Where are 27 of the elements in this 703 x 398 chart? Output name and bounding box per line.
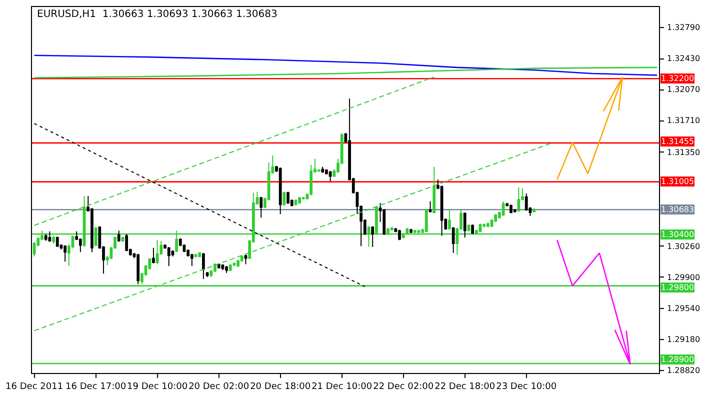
ref-line-label: 1.30683 (661, 205, 694, 214)
y-tick-label: 1.31350 (667, 148, 700, 157)
x-tick-label: 20 Dec 02:00 (188, 382, 250, 392)
x-tick-label: 22 Dec 02:00 (373, 382, 434, 392)
ref-line-label: 1.29800 (661, 283, 694, 292)
x-tick-label: 22 Dec 18:00 (434, 382, 496, 392)
ref-line-label: 1.32200 (661, 74, 694, 83)
y-tick-label: 1.32790 (667, 23, 700, 32)
ref-line-label: 1.31455 (661, 137, 694, 146)
x-tick-label: 20 Dec 18:00 (250, 382, 311, 392)
ref-line-label: 1.28900 (661, 355, 694, 364)
ref-line-label: 1.30400 (661, 230, 694, 239)
y-tick-label: 1.29540 (667, 304, 700, 313)
x-tick-label: 16 Dec 17:00 (66, 382, 126, 392)
ref-line-label: 1.31005 (661, 177, 694, 186)
y-tick-label: 1.31710 (667, 116, 700, 125)
x-tick-label: 23 Dec 10:00 (496, 382, 557, 392)
y-tick-label: 1.29180 (667, 335, 700, 344)
y-tick-label: 1.30260 (667, 242, 700, 251)
x-tick-label: 21 Dec 10:00 (312, 382, 372, 392)
x-tick-label: 19 Dec 10:00 (127, 382, 188, 392)
y-tick-label: 1.28820 (667, 366, 700, 375)
y-tick-label: 1.32070 (667, 85, 700, 94)
y-tick-label: 1.32430 (667, 54, 700, 63)
y-tick-label: 1.29900 (667, 273, 700, 282)
chart-title: EURUSD,H1 1.30663 1.30693 1.30663 1.30683 (37, 9, 278, 20)
x-tick-label: 16 Dec 2011 (6, 382, 64, 392)
